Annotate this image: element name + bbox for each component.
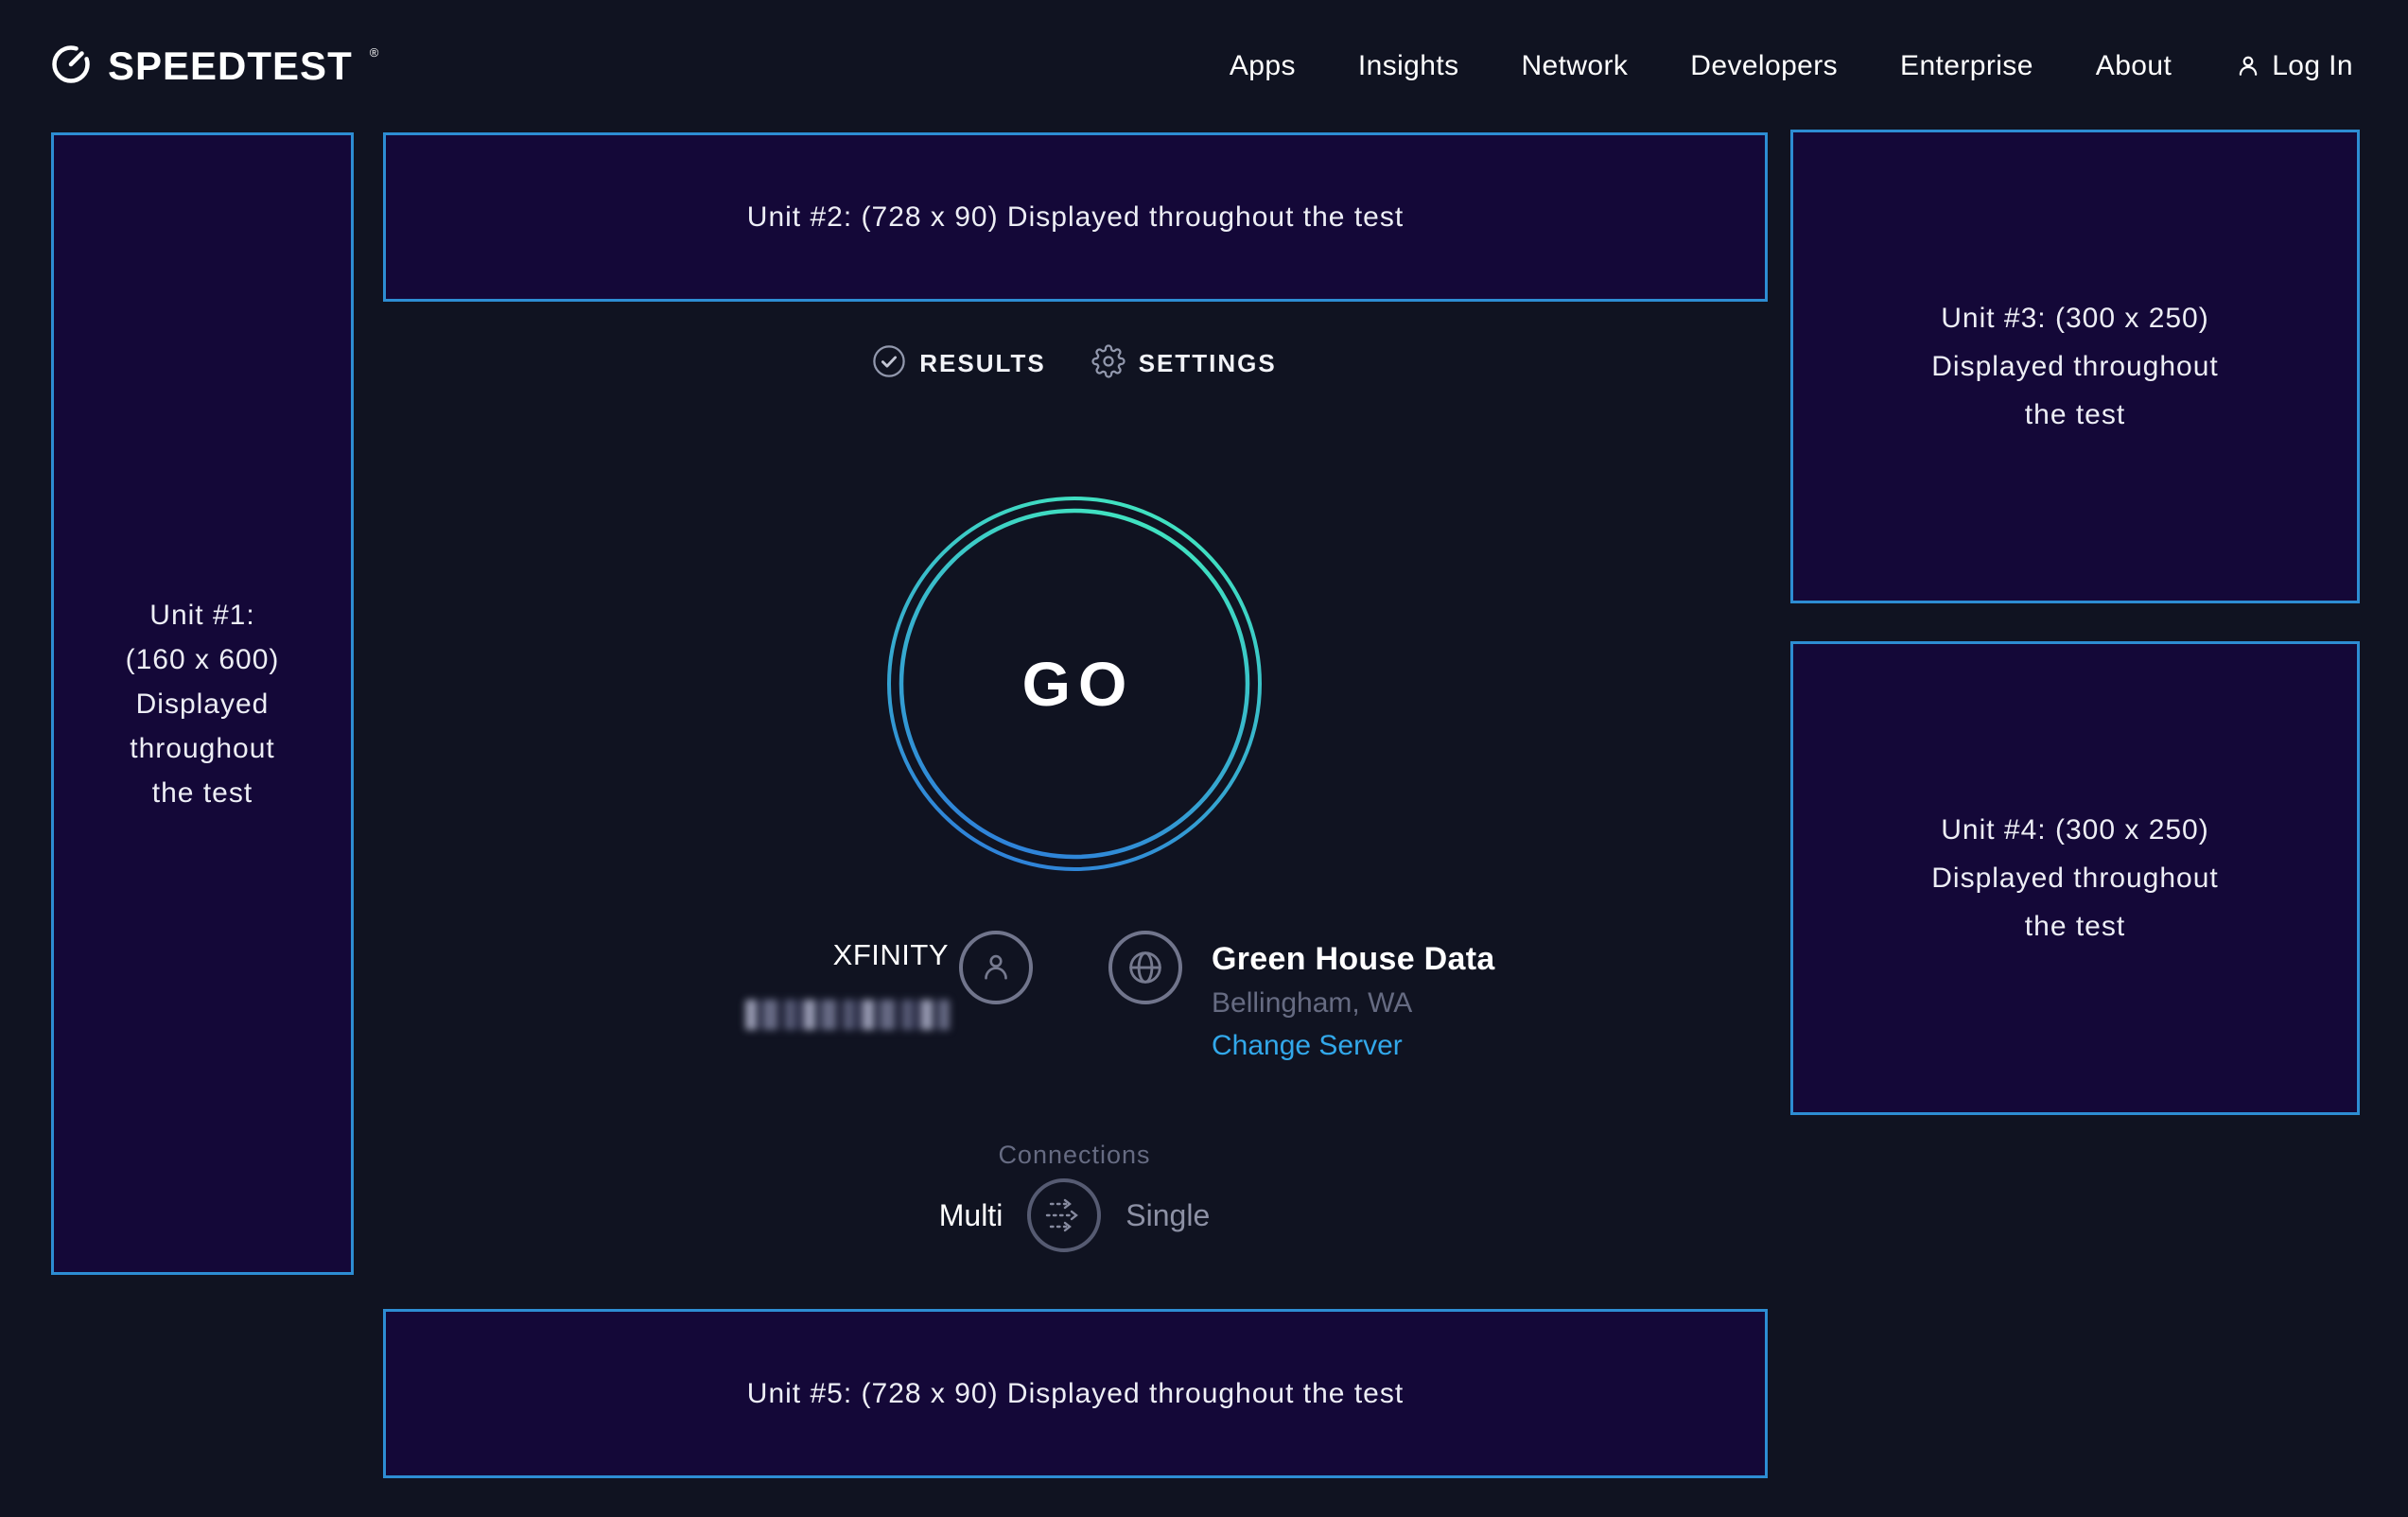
isp-person-icon (959, 931, 1033, 1004)
go-button[interactable]: GO (885, 495, 1264, 873)
nav-item-developers[interactable]: Developers (1690, 50, 1839, 81)
logo-text: SPEEDTEST (108, 44, 353, 88)
main-nav: Apps Insights Network Developers Enterpr… (1230, 0, 2353, 132)
login-label: Log In (2272, 50, 2353, 81)
go-button-label: GO (1021, 649, 1135, 719)
ad-unit-5-text: Unit #5: (728 x 90) Displayed throughout… (746, 1378, 1405, 1409)
multi-arrows-icon (1046, 1198, 1079, 1232)
server-globe-icon (1108, 931, 1182, 1004)
nav-item-about[interactable]: About (2095, 50, 2172, 81)
trademark-symbol: ® (369, 44, 379, 60)
change-server-link[interactable]: Change Server (1212, 1030, 1403, 1061)
connections-multi-label[interactable]: Multi (938, 1197, 1003, 1232)
tabs-bar: RESULTS SETTINGS (602, 342, 1547, 384)
connections-row: Multi Single (602, 1178, 1547, 1252)
check-circle-icon (872, 344, 906, 383)
ad-unit-2[interactable]: Unit #2: (728 x 90) Displayed throughout… (383, 132, 1768, 302)
tab-settings-label: SETTINGS (1138, 348, 1277, 377)
ad-unit-4-text: Unit #4: (300 x 250) Displayed throughou… (1931, 814, 2219, 942)
ad-unit-3[interactable]: Unit #3: (300 x 250) Displayed throughou… (1790, 130, 2360, 603)
speedometer-logo-icon (49, 43, 93, 91)
nav-item-network[interactable]: Network (1521, 50, 1629, 81)
isp-name: XFINITY (832, 938, 949, 971)
nav-item-enterprise[interactable]: Enterprise (1900, 50, 2033, 81)
ad-unit-2-text: Unit #2: (728 x 90) Displayed throughout… (746, 201, 1405, 233)
connections-toggle[interactable] (1027, 1178, 1102, 1252)
ad-unit-1-text: Unit #1: (160 x 600) Displayed throughou… (125, 599, 280, 809)
ad-unit-3-text: Unit #3: (300 x 250) Displayed throughou… (1931, 303, 2219, 430)
tab-results-label: RESULTS (919, 348, 1046, 377)
ad-unit-5[interactable]: Unit #5: (728 x 90) Displayed throughout… (383, 1309, 1768, 1478)
ad-unit-1[interactable]: Unit #1: (160 x 600) Displayed throughou… (51, 132, 354, 1275)
ad-unit-4[interactable]: Unit #4: (300 x 250) Displayed throughou… (1790, 641, 2360, 1115)
go-button-rings (887, 497, 1262, 871)
gear-icon (1091, 343, 1125, 383)
tab-results[interactable]: RESULTS (872, 344, 1045, 383)
nav-item-insights[interactable]: Insights (1357, 50, 1459, 81)
redacted-ip-text (745, 1000, 950, 1030)
connections-label: Connections (998, 1141, 1151, 1169)
tab-settings[interactable]: SETTINGS (1091, 343, 1277, 383)
server-name: Green House Data (1212, 941, 1495, 977)
user-icon (2234, 52, 2262, 80)
speedtest-logo[interactable]: SPEEDTEST ® (49, 0, 379, 132)
login-button[interactable]: Log In (2234, 50, 2353, 82)
connections-single-label[interactable]: Single (1125, 1197, 1211, 1232)
nav-item-apps[interactable]: Apps (1229, 50, 1296, 81)
server-location: Bellingham, WA (1212, 987, 1413, 1019)
